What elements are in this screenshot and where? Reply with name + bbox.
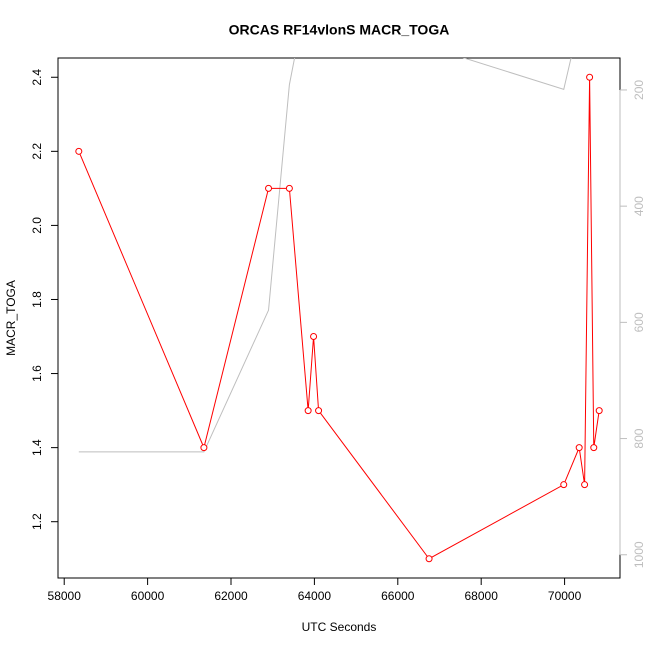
data-point — [315, 407, 323, 415]
series-group — [78, 58, 572, 453]
data-point — [590, 444, 598, 452]
data-point — [265, 184, 273, 192]
series-line — [78, 58, 572, 453]
y-tick-label: 1.2 — [30, 513, 44, 530]
data-point — [595, 407, 603, 415]
x-tick-label: 66000 — [381, 589, 415, 603]
y2-tick-label: 400 — [632, 196, 646, 216]
y-tick-label: 1.4 — [30, 439, 44, 456]
chart-title: ORCAS RF14vlonS MACR_TOGA — [229, 22, 450, 38]
series-group — [75, 73, 603, 563]
y-tick-label: 2.0 — [30, 217, 44, 234]
data-point — [581, 481, 589, 489]
x-tick-label: 60000 — [131, 589, 165, 603]
data-point — [560, 481, 568, 489]
x-tick-label: 70000 — [548, 589, 582, 603]
data-point — [200, 444, 208, 452]
x-tick-label: 64000 — [298, 589, 332, 603]
x-axis-label: UTC Seconds — [302, 620, 377, 634]
data-point — [586, 73, 594, 81]
x-tick-label: 68000 — [465, 589, 499, 603]
x-tick-label: 58000 — [48, 589, 82, 603]
data-point — [425, 555, 433, 563]
y2-tick-label: 1000 — [632, 541, 646, 568]
data-point — [575, 444, 583, 452]
y-tick-label: 1.6 — [30, 365, 44, 382]
y2-tick-label: 600 — [632, 312, 646, 332]
y-tick-label: 2.2 — [30, 143, 44, 160]
y-axis-label: MACR_TOGA — [4, 280, 18, 356]
data-point — [75, 147, 83, 155]
y2-tick-label: 200 — [632, 80, 646, 100]
y-tick-label: 2.4 — [30, 69, 44, 86]
y-tick-label: 1.8 — [30, 291, 44, 308]
data-point — [285, 184, 293, 192]
data-point — [304, 407, 312, 415]
y2-tick-label: 800 — [632, 428, 646, 448]
data-point — [310, 333, 318, 341]
x-tick-label: 62000 — [214, 589, 248, 603]
